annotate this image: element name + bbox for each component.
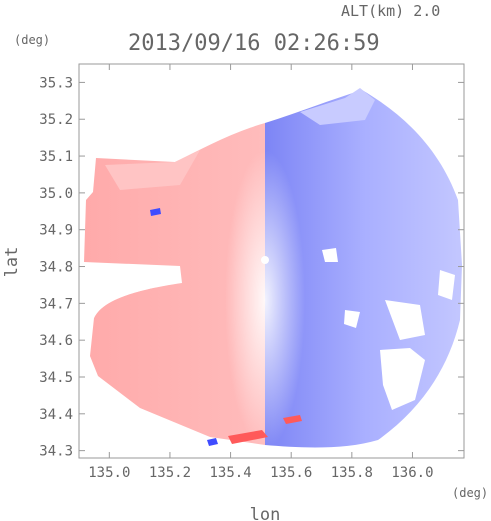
y-unit-label: (deg)	[14, 33, 50, 47]
chart-title: 2013/09/16 02:26:59	[128, 31, 380, 56]
positive-velocity-region	[84, 123, 265, 445]
y-tick-label: 35.1	[39, 149, 73, 165]
x-tick-label: 135.2	[149, 465, 191, 481]
y-axis-label: lat	[2, 247, 22, 278]
center-fade	[225, 150, 305, 450]
y-tick-label: 34.5	[39, 370, 73, 386]
y-tick-label: 35.3	[39, 75, 73, 91]
y-tick-label: 34.7	[39, 296, 73, 312]
altitude-label: ALT(km) 2.0	[341, 2, 440, 20]
x-tick-label: 135.6	[270, 465, 312, 481]
north-east-lobe	[300, 88, 375, 125]
speckle-red	[228, 415, 302, 444]
radar-velocity-field	[79, 88, 462, 450]
x-tick-label: 135.0	[88, 465, 130, 481]
y-tick-label: 34.4	[39, 407, 73, 423]
x-tick-label: 135.4	[209, 465, 251, 481]
y-axis-ticks: 34.3 34.4 34.5 34.6 34.7 34.8 34.9 35.0 35.1 35.2…	[39, 75, 464, 460]
north-wedge	[105, 150, 200, 190]
x-tick-label: 136.0	[391, 465, 433, 481]
no-data-notch	[79, 283, 180, 318]
radar-site	[261, 256, 269, 264]
y-tick-label: 34.6	[39, 333, 73, 349]
y-tick-label: 34.9	[39, 223, 73, 239]
y-tick-label: 34.8	[39, 260, 73, 276]
x-tick-label: 135.8	[331, 465, 373, 481]
x-axis-ticks: 135.0 135.2 135.4 135.6 135.8 136.0	[88, 64, 434, 481]
east-gaps	[322, 248, 455, 410]
y-tick-label: 34.3	[39, 444, 73, 460]
x-unit-label: (deg)	[452, 486, 488, 500]
y-tick-label: 35.0	[39, 186, 73, 202]
y-tick-label: 35.2	[39, 112, 73, 128]
x-axis-label: lon	[250, 505, 281, 521]
plot-frame	[78, 63, 465, 459]
